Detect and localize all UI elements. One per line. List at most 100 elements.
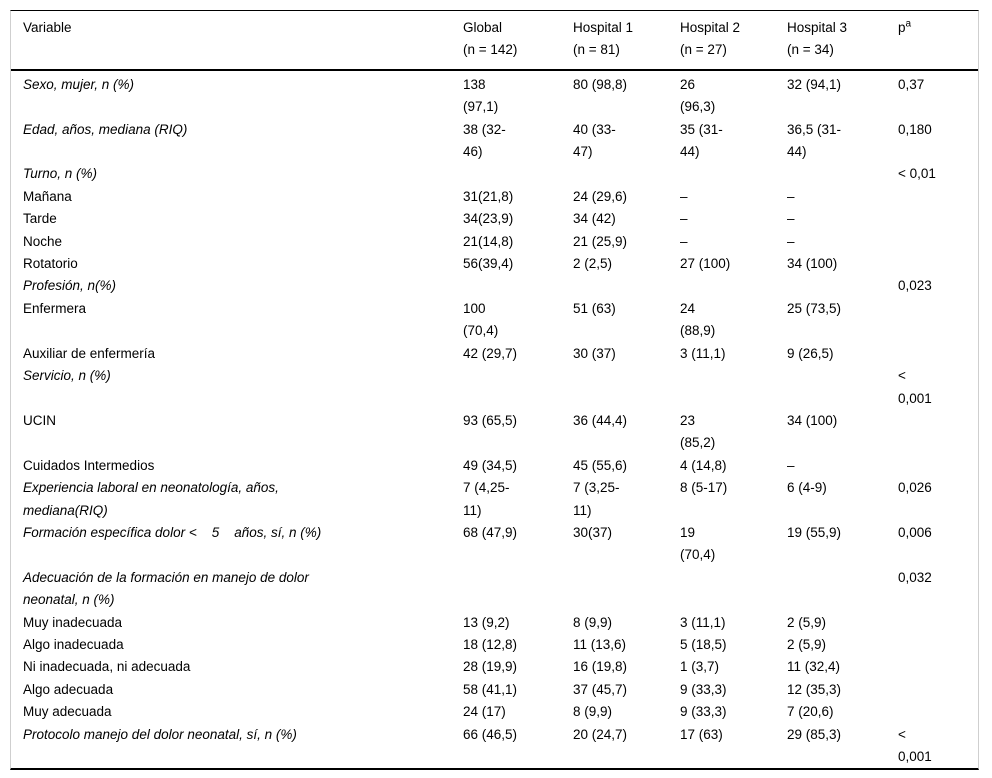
cell-hospital3: 34 (100) — [787, 256, 838, 272]
cell-global: 42 (29,7) — [463, 345, 518, 361]
cell-hospital3: 7 (20,6) — [787, 704, 834, 720]
table-row: Muy adecuada 24 (17) 8 (9,9) 9 (33,3) 7 (20,… — [11, 701, 978, 723]
p-superscript-a: a — [905, 18, 912, 30]
cell-global: 93 (65,5) — [463, 412, 518, 428]
cell-p-value — [898, 656, 978, 678]
table-row: UCIN 93 (65,5) 36 (44,4) 23 (85,2) 34 (100) — [11, 410, 978, 455]
cell-hospital2: 3 (11,1) — [680, 614, 726, 630]
row-label: Profesión, n(%) — [23, 278, 117, 294]
col-header-hospital1: Hospital 1 (n = 81) — [573, 11, 680, 71]
table-row: Ni inadecuada, ni adecuada 28 (19,9) 16 (1… — [11, 656, 978, 678]
cell-global: 24 (17) — [463, 704, 506, 720]
cell-p-value — [898, 679, 978, 701]
cell-global: 21(14,8) — [463, 233, 514, 249]
cell-global: 56(39,4) — [463, 256, 514, 272]
cell-hospital1: 11 (13,6) — [573, 636, 627, 652]
cell-hospital3: – — [787, 188, 795, 204]
p-label: p — [898, 20, 906, 35]
row-label: Protocolo manejo del dolor neonatal, sí,… — [23, 726, 297, 742]
cell-global: 66 (46,5) — [463, 726, 518, 742]
table-row: Tarde 34(23,9) 34 (42) – – — [11, 208, 978, 230]
cell-global: 31(21,8) — [463, 188, 514, 204]
cell-global: 49 (34,5) — [463, 457, 518, 473]
row-label: Ni inadecuada, ni adecuada — [23, 659, 191, 675]
table-row: Cuidados Intermedios 49 (34,5) 45 (55,6) 4 … — [11, 455, 978, 477]
row-label: Cuidados Intermedios — [23, 457, 155, 473]
col-header-hospital2: Hospital 2 (n = 27) — [680, 11, 787, 71]
cell-p-value: 0,023 — [898, 278, 932, 294]
cell-global: 68 (47,9) — [463, 524, 518, 540]
table-row: Enfermera 100 (70,4) 51 (63) 24 (88,9) 25 (7… — [11, 298, 978, 343]
cell-p-value — [898, 298, 978, 343]
table-row: Turno, n (%) < 0,01 — [11, 163, 978, 185]
row-label: Turno, n (%) — [23, 166, 98, 182]
row-label: Algo adecuada — [23, 681, 114, 697]
col-header-hospital3: Hospital 3 (n = 34) — [787, 11, 898, 71]
cell-p-value — [898, 343, 978, 365]
cell-hospital2: – — [680, 188, 688, 204]
cell-hospital2 — [680, 163, 787, 185]
cell-hospital1 — [573, 567, 680, 612]
row-label: UCIN — [23, 412, 56, 428]
header-row: Variable Global (n = 142) Hospital 1 (n … — [11, 11, 978, 71]
cell-hospital1: 30 (37) — [573, 345, 616, 361]
cell-hospital1: 20 (24,7) — [573, 726, 628, 742]
cell-hospital3: 9 (26,5) — [787, 345, 834, 361]
cell-hospital1: 45 (55,6) — [573, 457, 628, 473]
table-row: Rotatorio 56(39,4) 2 (2,5) 27 (100) 34 (100) — [11, 253, 978, 275]
cell-p-value — [898, 701, 978, 723]
cell-hospital2: 9 (33,3) — [680, 704, 727, 720]
cell-hospital2: 9 (33,3) — [680, 681, 727, 697]
table-row: Formación específica dolor < 5 años, sí,… — [11, 522, 978, 567]
table-row: Protocolo manejo del dolor neonatal, sí,… — [11, 724, 978, 769]
cell-hospital3: 32 (94,1) — [787, 76, 842, 92]
cell-hospital3: 2 (5,9) — [787, 636, 827, 652]
cell-global: 58 (41,1) — [463, 681, 518, 697]
cell-hospital1 — [573, 275, 680, 297]
cell-hospital2: 1 (3,7) — [680, 659, 720, 675]
cell-hospital3: 34 (100) — [787, 412, 838, 428]
row-label: Noche — [23, 233, 63, 249]
cell-global: 138 (97,1) — [463, 76, 499, 115]
table-row: Servicio, n (%) < 0,001 — [11, 365, 978, 410]
row-label: Auxiliar de enfermería — [23, 345, 156, 361]
row-label: Mañana — [23, 188, 72, 204]
table-row: Muy inadecuada 13 (9,2) 8 (9,9) 3 (11,1) 2 (… — [11, 612, 978, 634]
cell-hospital3: 12 (35,3) — [787, 681, 842, 697]
cell-p-value — [898, 253, 978, 275]
cell-hospital2: – — [680, 211, 688, 227]
cell-hospital2: 3 (11,1) — [680, 345, 726, 361]
row-label: Formación específica dolor < 5 años, sí,… — [23, 524, 322, 540]
cell-hospital2: 26 (96,3) — [680, 76, 716, 115]
cell-hospital3: 2 (5,9) — [787, 614, 827, 630]
cell-p-value: 0,180 — [898, 121, 932, 137]
cell-hospital2: – — [680, 233, 688, 249]
cell-p-value: 0,032 — [898, 569, 932, 585]
cell-hospital3: – — [787, 457, 795, 473]
row-label: Algo inadecuada — [23, 636, 124, 652]
table-row: Edad, años, mediana (RIQ) 38 (32- 46) 40 (… — [11, 119, 978, 164]
table-row: Algo adecuada 58 (41,1) 37 (45,7) 9 (33,3) 1… — [11, 679, 978, 701]
cell-hospital2: 24 (88,9) — [680, 300, 716, 339]
cell-p-value: 0,006 — [898, 524, 932, 540]
row-label: Edad, años, mediana (RIQ) — [23, 121, 188, 137]
cell-p-value — [898, 410, 978, 455]
cell-hospital1: 8 (9,9) — [573, 704, 613, 720]
col-header-variable: Variable — [11, 11, 463, 71]
variables-by-hospital-table: Variable Global (n = 142) Hospital 1 (n … — [10, 10, 979, 771]
cell-hospital1 — [573, 163, 680, 185]
cell-p-value: < 0,001 — [898, 726, 932, 764]
row-label: Enfermera — [23, 300, 87, 316]
cell-hospital2 — [680, 567, 787, 612]
cell-p-value: 0,37 — [898, 76, 925, 92]
cell-global — [463, 365, 573, 410]
table-row: Algo inadecuada 18 (12,8) 11 (13,6) 5 (18,5… — [11, 634, 978, 656]
cell-hospital3: 6 (4-9) — [787, 480, 827, 496]
cell-global — [463, 275, 573, 297]
col-header-global: Global (n = 142) — [463, 11, 573, 71]
cell-p-value — [898, 186, 978, 208]
cell-hospital1: 37 (45,7) — [573, 681, 628, 697]
cell-hospital1: 21 (25,9) — [573, 233, 628, 249]
cell-hospital2: 5 (18,5) — [680, 636, 727, 652]
cell-global: 28 (19,9) — [463, 659, 518, 675]
